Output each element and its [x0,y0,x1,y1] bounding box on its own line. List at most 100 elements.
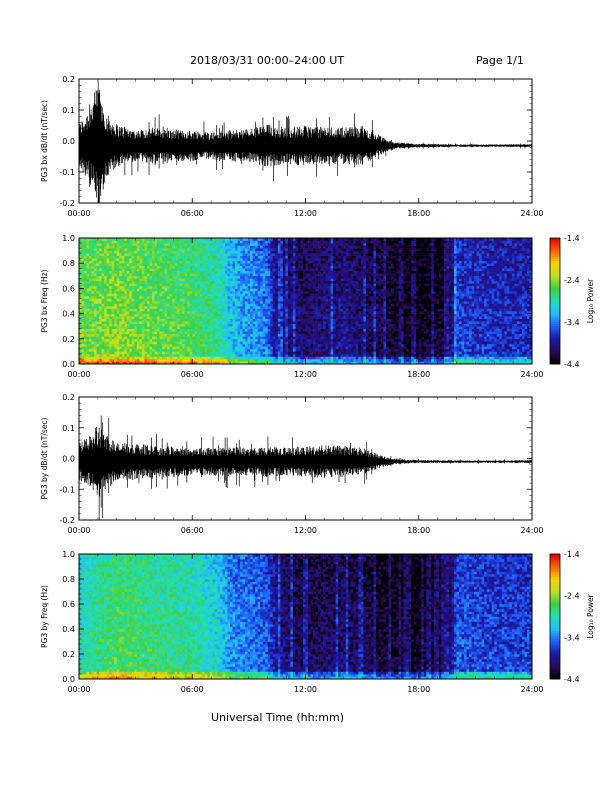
spectrogram-cell [280,265,284,269]
spectrogram-cell [290,341,294,345]
spectrogram-cell [242,258,246,261]
spectrogram-cell [149,288,153,292]
spectrogram-cell [257,280,261,284]
spectrogram-cell [79,321,82,324]
spectrogram-cell [212,343,216,347]
spectrogram-cell [237,348,241,352]
spectrogram-cell [295,336,299,340]
spectrogram-cell [184,293,188,297]
spectrogram-cell [131,341,135,345]
spectrogram-cell [149,240,153,244]
spectrogram-cell [116,280,120,284]
spectrogram-cell [126,263,130,267]
spectrogram-cell [315,306,319,309]
spectrogram-cell [159,353,163,357]
spectrogram-cell [287,258,291,261]
spectrogram-cell [114,311,118,314]
spectrogram-cell [154,283,158,287]
spectrogram-cell [270,258,274,261]
spectrogram-cell [224,245,228,249]
spectrogram-cell [187,361,191,365]
spectrogram-cell [280,253,284,256]
spectrogram-cell [81,338,85,342]
spectrogram-cell [149,270,153,274]
spectrogram-cell [126,313,130,317]
spectrogram-cell [282,263,286,267]
spectrogram-cell [151,343,155,347]
spectrogram-cell [290,265,294,269]
spectrogram-cell [136,285,140,289]
spectrogram-cell [280,285,284,289]
spectrogram-cell [305,243,309,246]
spectrogram-cell [217,306,221,309]
spectrogram-cell [199,333,203,337]
spectrogram-cell [89,258,92,261]
spectrogram-cell [134,258,138,261]
spectrogram-cell [169,238,173,241]
spectrogram-cell [189,295,193,299]
spectrogram-cell [144,306,148,309]
spectrogram-cell [192,278,196,282]
spectrogram-cell [235,306,238,309]
spectrogram-cell [114,331,118,335]
spectrogram-cell [94,331,97,335]
spectrogram-cell [136,295,140,299]
spectrogram-cell [242,316,246,319]
spectrogram-cell [109,348,113,352]
spectrogram-cell [257,308,261,312]
spectrogram-cell [189,346,193,350]
spectrogram-cell [260,243,264,246]
spectrogram-cell [202,240,206,244]
spectrogram-cell [214,253,218,256]
spectrogram-cell [255,255,258,259]
spectrogram-cell [275,263,279,267]
spectrogram-cell [157,260,160,264]
spectrogram-cell [146,301,150,304]
spectrogram-cell [272,351,276,355]
spectrogram-cell [295,263,299,267]
spectrogram-cell [104,306,107,309]
spectrogram-cell [116,260,120,264]
spectrogram-cell [240,358,243,362]
spectrogram-cell [169,316,173,319]
spectrogram-cell [320,323,324,327]
spectrogram-cell [214,278,218,282]
spectrogram-cell [313,253,316,256]
spectrogram-cell [308,255,311,259]
spectrogram-cell [89,301,92,304]
spectrogram-cell [212,333,216,337]
spectrogram-cell [101,278,105,282]
spectrogram-cell [104,308,107,312]
spectrogram-cell [250,260,253,264]
spectrogram-cell [134,311,138,314]
spectrogram-cell [131,313,135,317]
spectrogram-cell [116,343,120,347]
spectrogram-cell [242,321,246,324]
spectrogram-cell [209,343,213,347]
spectrogram-cell [209,341,213,345]
spectrogram-cell [240,253,243,256]
spectrogram-cell [86,318,90,322]
spectrogram-cell [157,243,160,246]
spectrogram-cell [146,323,150,327]
spectrogram-cell [194,273,198,277]
spectrogram-cell [136,301,140,304]
spectrogram-cell [207,288,211,292]
spectrogram-cell [230,275,233,279]
spectrogram-cell [295,275,299,279]
spectrogram-cell [302,358,306,362]
spectrogram-cell [310,303,314,307]
spectrogram-cell [308,316,311,319]
spectrogram-cell [187,273,191,277]
spectrogram-cell [184,348,188,352]
spectrogram-cell [320,348,324,352]
spectrogram-cell [308,351,311,355]
spectrogram-cell [131,346,135,350]
spectrogram-cell [318,321,321,324]
spectrogram-cell [194,351,198,355]
spectrogram-cell [94,333,97,337]
spectrogram-cell [222,270,226,274]
spectrogram-cell [302,321,306,324]
spectrogram-cell [310,283,314,287]
spectrogram-cell [119,341,123,345]
